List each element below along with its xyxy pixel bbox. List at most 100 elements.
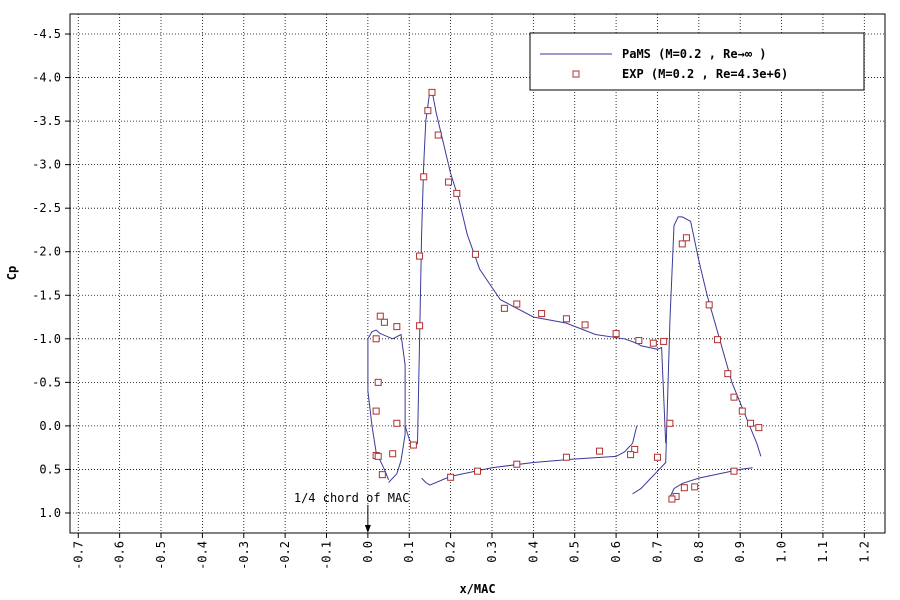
exp-data-point — [393, 323, 401, 331]
y-tick-label: -1.0 — [32, 332, 61, 346]
exp-data-point — [691, 483, 699, 491]
x-tick-label: -0.4 — [195, 541, 209, 570]
axis-ticks: -0.7 -0.6 -0.5 -0.4 -0.3 -0.2 -0.1 0.0 0.1 0.2 0.3… — [32, 27, 871, 570]
exp-data-point — [668, 495, 676, 503]
y-tick-label: 0.0 — [39, 419, 61, 433]
exp-data-point — [372, 335, 380, 343]
exp-data-point — [649, 339, 657, 347]
x-tick-label: 1.0 — [775, 541, 789, 563]
exp-data-point — [372, 407, 380, 415]
exp-data-point — [471, 250, 479, 258]
y-tick-label: -4.5 — [32, 27, 61, 41]
x-tick-label: 0.7 — [650, 541, 664, 563]
exp-data-point — [447, 473, 455, 481]
legend: PaMS (M=0.2 , Re→∞ ) EXP (M=0.2 , Re=4.3e… — [529, 32, 865, 91]
exp-data-point — [434, 131, 442, 139]
exp-data-point — [653, 453, 661, 461]
plot-area — [69, 13, 886, 534]
pams-line-segment — [404, 90, 667, 449]
x-tick-label: -0.7 — [71, 541, 85, 570]
x-tick-label: -0.3 — [237, 541, 251, 570]
exp-data-point — [389, 450, 397, 458]
annotation-group: 1/4 chord of MAC — [294, 491, 409, 533]
x-tick-label: 1.2 — [857, 541, 871, 563]
exp-data-point — [378, 471, 386, 479]
exp-data-point — [393, 419, 401, 427]
exp-data-point — [627, 451, 635, 459]
pams-line-segment — [669, 467, 753, 498]
y-axis-label: Cp — [5, 266, 19, 280]
exp-data-point — [635, 337, 643, 345]
exp-data-point — [428, 88, 436, 96]
y-tick-label: -4.0 — [32, 71, 61, 85]
x-tick-label: 0.5 — [568, 541, 582, 563]
x-tick-label: -0.2 — [278, 541, 292, 570]
y-tick-label: 0.5 — [39, 462, 61, 476]
exp-data-point — [376, 312, 384, 320]
y-tick-label: 1.0 — [39, 506, 61, 520]
exp-data-point — [380, 318, 388, 326]
exp-data-point — [474, 467, 481, 475]
exp-data-point — [747, 419, 755, 427]
y-tick-label: -1.5 — [32, 288, 61, 302]
exp-data-point — [660, 337, 668, 345]
pams-line-segment — [421, 425, 638, 486]
exp-data-point — [562, 453, 570, 461]
x-tick-label: -0.1 — [319, 541, 333, 570]
x-tick-label: 0.9 — [733, 541, 747, 563]
x-tick-label: 0.8 — [692, 541, 706, 563]
exp-data-point — [538, 310, 546, 318]
exp-data-point — [500, 304, 508, 312]
series-pams-line — [367, 90, 762, 498]
legend-marker-swatch — [572, 70, 580, 78]
exp-data-point — [730, 467, 738, 475]
exp-data-point — [612, 330, 620, 338]
y-tick-label: -2.0 — [32, 245, 61, 259]
x-tick-label: -0.6 — [113, 541, 127, 570]
legend-entry-exp: EXP (M=0.2 , Re=4.3e+6) — [622, 67, 788, 81]
x-tick-label: 0.1 — [402, 541, 416, 563]
exp-data-point — [738, 407, 746, 415]
exp-data-point — [596, 447, 604, 455]
pams-line-segment — [367, 329, 406, 483]
y-tick-label: -3.0 — [32, 158, 61, 172]
legend-entry-pams: PaMS (M=0.2 , Re→∞ ) — [622, 47, 767, 61]
exp-data-point — [445, 178, 453, 186]
exp-data-point — [420, 173, 428, 181]
exp-data-point — [730, 393, 738, 401]
exp-data-point — [666, 419, 674, 427]
exp-data-point — [409, 441, 417, 449]
y-tick-label: -0.5 — [32, 375, 61, 389]
x-tick-label: 0.0 — [361, 541, 375, 563]
grid — [70, 14, 885, 533]
exp-data-point — [513, 460, 521, 468]
x-axis-label: x/MAC — [459, 582, 495, 596]
x-tick-label: 0.2 — [444, 541, 458, 563]
exp-data-point — [682, 234, 690, 242]
exp-data-point — [374, 452, 382, 460]
pams-line-segment — [632, 216, 762, 495]
legend-box — [529, 32, 865, 91]
exp-data-point — [680, 484, 688, 492]
exp-data-point — [374, 378, 382, 386]
x-tick-label: 0.4 — [526, 541, 540, 563]
x-tick-label: 0.6 — [609, 541, 623, 563]
exp-data-point — [416, 322, 424, 330]
exp-data-point — [724, 370, 732, 378]
x-tick-label: 0.3 — [485, 541, 499, 563]
exp-data-point — [755, 424, 763, 432]
x-tick-label: 1.1 — [816, 541, 830, 563]
exp-data-point — [631, 445, 639, 453]
annotation-arrow-head — [364, 525, 371, 533]
y-tick-label: -3.5 — [32, 114, 61, 128]
exp-data-point — [678, 240, 686, 248]
y-tick-label: -2.5 — [32, 201, 61, 215]
x-tick-label: -0.5 — [154, 541, 168, 570]
exp-data-point — [453, 189, 461, 197]
exp-data-point — [705, 301, 713, 309]
exp-data-point — [513, 300, 521, 308]
exp-data-point — [424, 107, 432, 115]
series-exp-markers — [372, 88, 763, 503]
exp-data-point — [416, 252, 424, 260]
